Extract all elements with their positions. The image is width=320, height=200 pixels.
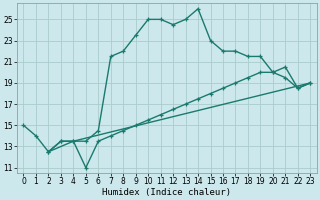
X-axis label: Humidex (Indice chaleur): Humidex (Indice chaleur) [102,188,231,197]
